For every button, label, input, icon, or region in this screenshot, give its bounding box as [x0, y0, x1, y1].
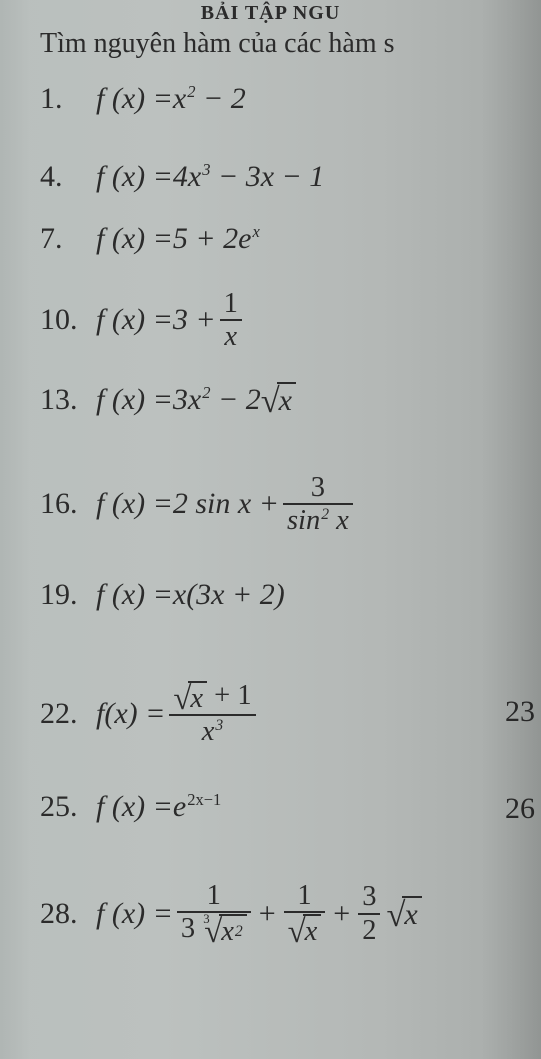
fraction-term-1: 1 3 3 √ x2	[177, 880, 251, 947]
right-edge-fragment-26: 26	[505, 792, 535, 826]
radicand: x2	[219, 914, 246, 947]
page-shading-left	[0, 0, 30, 1059]
item-number: 19.	[40, 578, 96, 612]
sqrt: √ x	[386, 896, 421, 932]
fraction: 1 x	[220, 288, 242, 353]
item-13: 13. f (x) = 3x2 − 2 √ x	[40, 382, 520, 418]
sqrt: √ x	[173, 681, 207, 714]
expr-plain: 3 +	[173, 303, 216, 337]
fraction-term-2: 1 √ x	[284, 880, 326, 947]
item-number: 25.	[40, 790, 96, 824]
item-expression: f (x) = 2 sin x + 3 sin2 x	[96, 472, 357, 537]
expr-body: 5 + 2ex	[173, 222, 260, 256]
instruction-line: Tìm nguyên hàm của các hàm s	[40, 28, 540, 60]
expr-body: x2 − 2	[173, 82, 246, 116]
item-number: 22.	[40, 697, 96, 731]
item-number: 16.	[40, 487, 96, 521]
expr-body: 4x3 − 3x − 1	[173, 160, 324, 194]
item-expression: f(x) = √ x + 1 x3	[96, 680, 260, 747]
fraction-term-3: 3 2	[358, 881, 380, 946]
right-edge-fragment-23: 23	[505, 695, 535, 729]
page-header-fragment: BẢI TẬP NGU	[0, 2, 541, 25]
expr-body: e2x−1	[173, 790, 221, 824]
fraction: √ x + 1 x3	[169, 680, 255, 747]
item-expression: f (x) = 3 + 1 x	[96, 288, 246, 353]
sqrt: √ x	[288, 914, 322, 947]
item-expression: f (x) = e2x−1	[96, 790, 221, 824]
item-expression: f (x) = 3x2 − 2 √ x	[96, 382, 296, 418]
item-10: 10. f (x) = 3 + 1 x	[40, 288, 520, 353]
cuberoot: 3 √ x2	[204, 914, 246, 947]
item-expression: f (x) = 5 + 2ex	[96, 222, 260, 256]
item-expression: f (x) = x(3x + 2)	[96, 578, 285, 612]
item-expression: f (x) = x2 − 2	[96, 82, 246, 116]
item-number: 4.	[40, 160, 96, 194]
item-expression: f (x) = 1 3 3 √ x2 + 1	[96, 880, 422, 947]
sqrt: √ x	[261, 382, 296, 418]
exercise-page: { "header_fragment": "BẢI TẬP NGU", "sub…	[0, 0, 541, 1059]
item-number: 7.	[40, 222, 96, 256]
expr-body: x(3x + 2)	[173, 578, 285, 612]
item-28: 28. f (x) = 1 3 3 √ x2 + 1	[40, 880, 520, 947]
expr-plain: 3x2 − 2	[173, 383, 261, 417]
expr-plain: 2 sin x +	[173, 487, 279, 521]
fraction-denominator: sin2 x	[283, 505, 353, 536]
fraction-denominator: √ x	[284, 913, 326, 947]
item-16: 16. f (x) = 2 sin x + 3 sin2 x	[40, 472, 520, 537]
item-number: 10.	[40, 303, 96, 337]
item-22: 22. f(x) = √ x + 1 x3	[40, 680, 520, 747]
item-4: 4. f (x) = 4x3 − 3x − 1	[40, 160, 520, 194]
item-19: 19. f (x) = x(3x + 2)	[40, 578, 520, 612]
item-number: 13.	[40, 383, 96, 417]
fraction: 3 sin2 x	[283, 472, 353, 537]
item-25: 25. f (x) = e2x−1	[40, 790, 520, 824]
fraction-numerator: √ x + 1	[169, 680, 255, 714]
item-7: 7. f (x) = 5 + 2ex	[40, 222, 520, 256]
item-expression: f (x) = 4x3 − 3x − 1	[96, 160, 324, 194]
item-number: 1.	[40, 82, 96, 116]
item-1: 1. f (x) = x2 − 2	[40, 82, 520, 116]
item-number: 28.	[40, 897, 96, 931]
fraction-denominator: 3 3 √ x2	[177, 913, 251, 947]
fraction-denominator: x3	[198, 716, 227, 747]
